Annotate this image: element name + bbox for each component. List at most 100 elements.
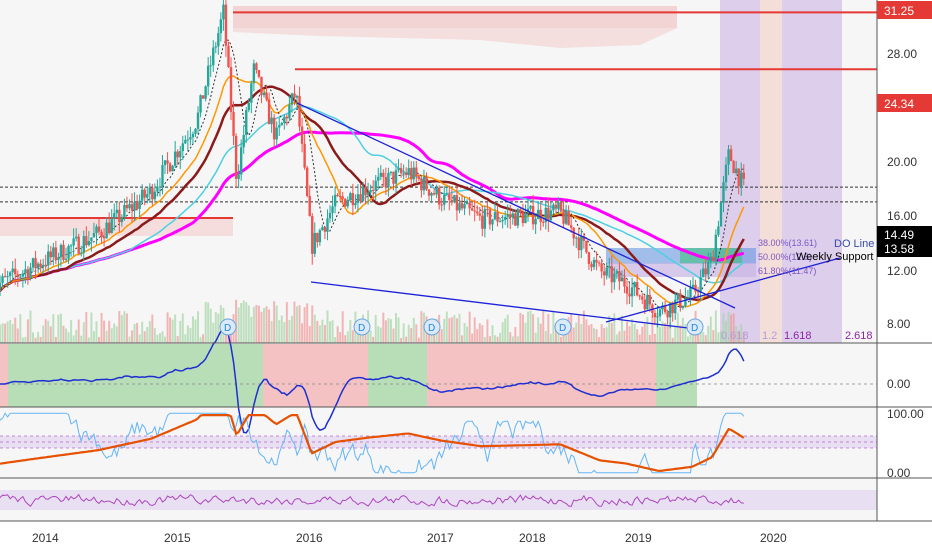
candle[interactable] <box>724 164 728 183</box>
candle[interactable] <box>709 256 712 262</box>
stoch-d[interactable] <box>0 414 745 473</box>
candle[interactable] <box>722 182 725 203</box>
candle[interactable] <box>97 226 101 232</box>
candle[interactable] <box>597 262 601 264</box>
macd-line[interactable] <box>0 326 745 434</box>
candle[interactable] <box>158 186 162 188</box>
candle[interactable] <box>128 204 131 209</box>
candle[interactable] <box>245 110 248 136</box>
candle[interactable] <box>615 271 619 274</box>
candle[interactable] <box>580 236 583 251</box>
candle[interactable] <box>498 221 502 223</box>
candle[interactable] <box>346 200 349 207</box>
candle[interactable] <box>661 305 664 310</box>
candle[interactable] <box>204 86 207 99</box>
candle[interactable] <box>62 244 65 260</box>
candle[interactable] <box>674 299 677 314</box>
candle[interactable] <box>0 283 2 289</box>
candle[interactable] <box>67 245 70 259</box>
candle[interactable] <box>732 161 735 174</box>
candle[interactable] <box>74 236 78 239</box>
candle[interactable] <box>552 204 555 211</box>
candle[interactable] <box>133 201 136 211</box>
candle[interactable] <box>354 202 357 206</box>
candle[interactable] <box>542 221 545 223</box>
candle[interactable] <box>379 172 382 177</box>
candle[interactable] <box>425 176 428 190</box>
candle[interactable] <box>6 276 9 278</box>
candle[interactable] <box>179 151 182 158</box>
candle[interactable] <box>529 205 532 209</box>
candle[interactable] <box>432 193 436 195</box>
candle[interactable] <box>135 201 139 209</box>
candle[interactable] <box>232 111 235 136</box>
candle[interactable] <box>521 212 525 224</box>
candle[interactable] <box>501 219 504 222</box>
candle[interactable] <box>509 214 512 218</box>
candle[interactable] <box>265 92 268 100</box>
candle[interactable] <box>536 209 540 220</box>
candle[interactable] <box>717 226 720 235</box>
candle[interactable] <box>356 194 360 203</box>
candle[interactable] <box>262 92 266 96</box>
candle[interactable] <box>516 209 520 226</box>
candle[interactable] <box>491 219 494 225</box>
candle[interactable] <box>146 194 149 198</box>
dividend-marker[interactable]: D <box>353 318 371 336</box>
candle[interactable] <box>701 268 705 278</box>
candle[interactable] <box>313 232 316 254</box>
candle[interactable] <box>686 297 690 299</box>
candle[interactable] <box>448 193 451 200</box>
candle[interactable] <box>427 189 431 196</box>
candle[interactable] <box>608 266 611 268</box>
candle[interactable] <box>623 277 626 287</box>
candle[interactable] <box>582 236 586 241</box>
candle[interactable] <box>610 266 613 283</box>
candle[interactable] <box>435 187 438 195</box>
candle[interactable] <box>547 207 550 221</box>
candle[interactable] <box>453 195 456 203</box>
candle[interactable] <box>366 192 370 196</box>
candle[interactable] <box>605 267 608 276</box>
candle[interactable] <box>184 139 187 144</box>
candle[interactable] <box>113 213 116 220</box>
candle[interactable] <box>663 305 667 313</box>
trendline-lower[interactable] <box>310 281 689 329</box>
candle[interactable] <box>39 263 42 268</box>
candle[interactable] <box>727 149 730 165</box>
candle[interactable] <box>181 143 184 152</box>
candle[interactable] <box>186 139 190 141</box>
candle[interactable] <box>666 312 669 318</box>
candle[interactable] <box>303 143 306 168</box>
candle[interactable] <box>41 264 45 268</box>
candle[interactable] <box>16 274 19 278</box>
candle[interactable] <box>171 165 174 172</box>
candle[interactable] <box>326 218 329 232</box>
candle[interactable] <box>222 4 225 20</box>
candle[interactable] <box>52 247 55 258</box>
candle[interactable] <box>458 203 461 211</box>
candle[interactable] <box>569 225 573 228</box>
candle[interactable] <box>554 204 558 209</box>
candle[interactable] <box>638 295 641 297</box>
candle[interactable] <box>295 95 299 98</box>
candle[interactable] <box>275 127 278 140</box>
candle[interactable] <box>140 189 144 201</box>
candle[interactable] <box>488 209 492 225</box>
candle[interactable] <box>369 189 372 193</box>
candle[interactable] <box>311 216 314 254</box>
candle[interactable] <box>699 277 702 292</box>
candle[interactable] <box>628 293 631 297</box>
candle[interactable] <box>387 173 390 188</box>
candle[interactable] <box>689 287 692 298</box>
candle[interactable] <box>125 204 129 209</box>
candle[interactable] <box>668 302 672 318</box>
candle[interactable] <box>410 168 413 180</box>
candle[interactable] <box>143 189 146 198</box>
candle[interactable] <box>549 210 553 221</box>
candle[interactable] <box>602 271 606 276</box>
candle[interactable] <box>384 177 388 188</box>
candle[interactable] <box>539 209 542 222</box>
candle[interactable] <box>470 208 474 211</box>
candle[interactable] <box>481 215 484 229</box>
